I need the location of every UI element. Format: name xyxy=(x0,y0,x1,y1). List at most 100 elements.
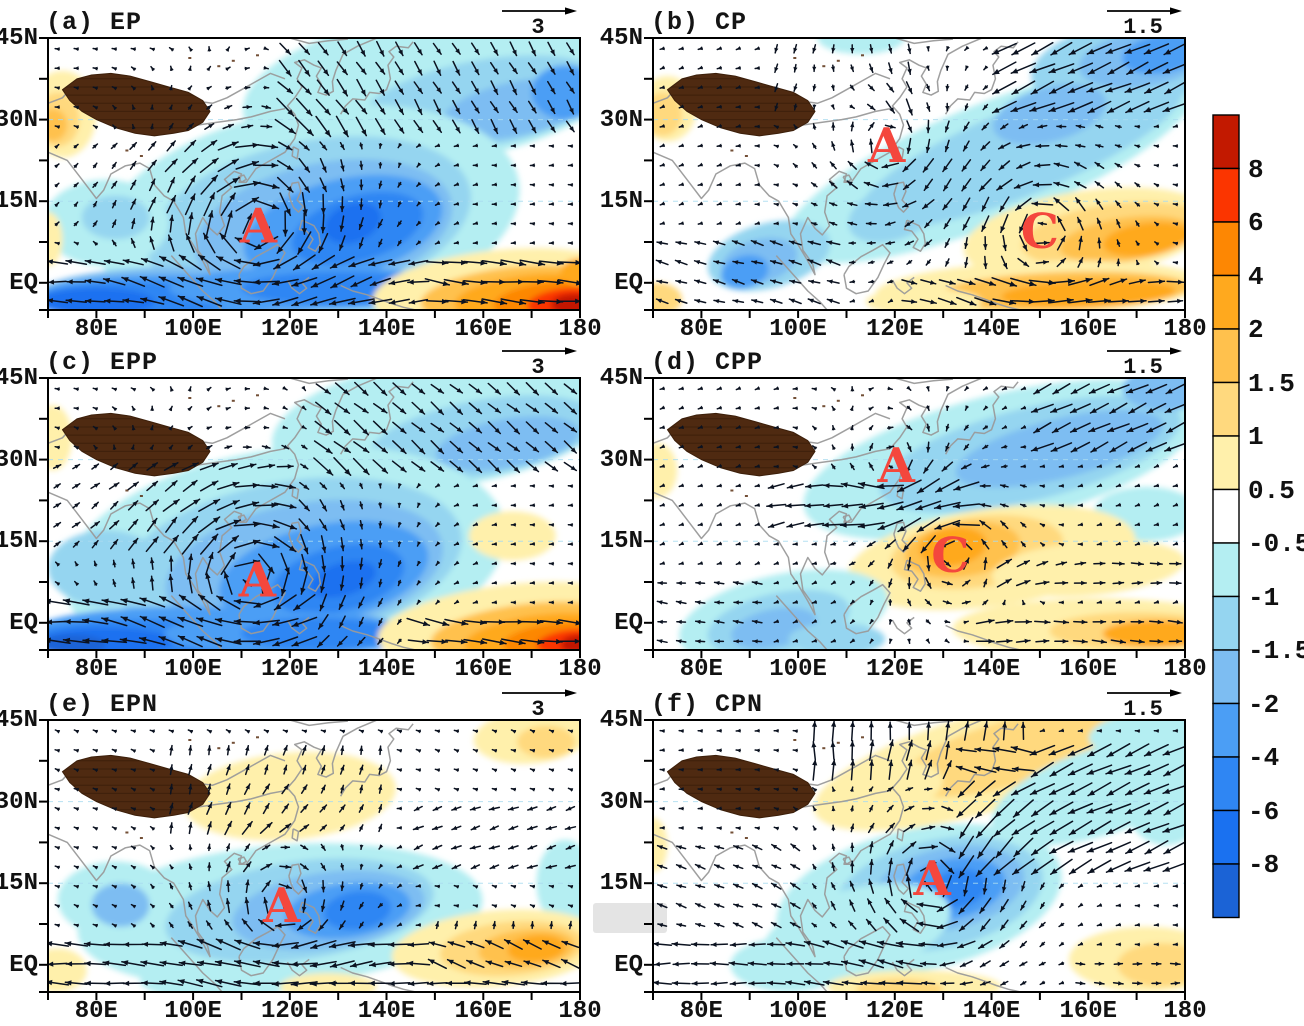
y-tick-label: EQ xyxy=(9,951,38,979)
x-tick-label: 120E xyxy=(261,998,319,1025)
ref-vector-f: 1.5 xyxy=(1101,686,1185,722)
x-tick-label: 120E xyxy=(866,316,924,343)
x-tick-label: 120E xyxy=(261,316,319,343)
ref-vector-value: 3 xyxy=(531,15,545,40)
y-tick-label: 30N xyxy=(599,788,643,816)
colorbar-label: -0.5 xyxy=(1248,529,1304,559)
ref-arrow-icon xyxy=(1107,7,1182,15)
x-tick-label: 180 xyxy=(1163,316,1207,343)
x-tick-label: 80E xyxy=(679,998,723,1025)
x-tick-label: 100E xyxy=(769,998,827,1025)
x-tick-label: 160E xyxy=(454,316,513,343)
x-tick-label: 100E xyxy=(164,656,222,683)
ref-arrow-icon xyxy=(1107,347,1182,355)
ref-vector-value: 3 xyxy=(531,355,545,380)
x-tick-label: 120E xyxy=(866,998,924,1025)
y-tick-label: 15N xyxy=(0,528,38,556)
x-tick-label: 160E xyxy=(1059,656,1118,683)
y-tick-label: EQ xyxy=(614,609,643,637)
y-tick-label: EQ xyxy=(614,951,643,979)
x-tick-label: 100E xyxy=(164,998,222,1025)
y-tick-label: EQ xyxy=(614,269,643,297)
colorbar-label: -8 xyxy=(1248,850,1280,880)
ref-arrow-icon xyxy=(502,689,577,697)
colorbar-label: 8 xyxy=(1248,154,1264,185)
map-panel-c: A xyxy=(39,377,581,658)
annotation-letter: A xyxy=(877,438,916,494)
y-tick-label: 15N xyxy=(0,870,38,898)
x-tick-label: 120E xyxy=(866,656,924,683)
colorbar-label: -4 xyxy=(1248,743,1280,773)
x-tick-label: 100E xyxy=(769,656,827,683)
colorbar-label: -6 xyxy=(1248,796,1280,827)
y-tick-label: 15N xyxy=(599,188,643,216)
y-tick-label: 30N xyxy=(0,106,38,134)
ref-arrow-icon xyxy=(502,7,577,15)
map-panel-a: A xyxy=(39,37,581,318)
x-tick-label: 140E xyxy=(962,316,1021,343)
annotation-letter: C xyxy=(931,528,969,584)
annotation-letter: C xyxy=(1021,204,1059,260)
colorbar xyxy=(1212,114,1240,919)
x-tick-label: 80E xyxy=(74,656,118,683)
y-tick-label: 45N xyxy=(0,365,38,392)
ref-arrow-icon xyxy=(1107,689,1182,697)
x-tick-label: 140E xyxy=(962,656,1021,683)
y-tick-label: EQ xyxy=(9,269,38,297)
y-tick-label: 45N xyxy=(599,25,643,52)
y-tick-label: 30N xyxy=(599,446,643,474)
colorbar-label: -1 xyxy=(1248,582,1280,613)
map-panel-d: AC xyxy=(644,377,1186,658)
x-tick-label: 140E xyxy=(962,998,1021,1025)
colorbar-label: -2 xyxy=(1248,689,1280,720)
y-tick-label: 45N xyxy=(599,707,643,734)
x-tick-label: 120E xyxy=(261,656,319,683)
annotation-letter: A xyxy=(239,199,278,255)
ref-vector-value: 3 xyxy=(531,697,545,722)
x-tick-label: 100E xyxy=(769,316,827,343)
x-tick-label: 180 xyxy=(1163,656,1207,683)
x-tick-label: 180 xyxy=(1163,998,1207,1025)
x-tick-label: 180 xyxy=(558,998,602,1025)
x-tick-label: 140E xyxy=(357,316,416,343)
y-tick-label: 45N xyxy=(0,25,38,52)
y-tick-label: EQ xyxy=(9,609,38,637)
colorbar-label: 0.5 xyxy=(1248,475,1295,506)
x-tick-label: 100E xyxy=(164,316,222,343)
ref-vector-value: 1.5 xyxy=(1123,15,1163,40)
panel-title-b: (b) CP xyxy=(651,8,748,37)
annotation-letter: A xyxy=(238,552,277,608)
y-tick-label: 45N xyxy=(0,707,38,734)
ref-vector-d: 1.5 xyxy=(1101,344,1185,380)
ref-vector-a: 3 xyxy=(496,4,580,40)
x-tick-label: 160E xyxy=(1059,316,1118,343)
y-tick-label: 15N xyxy=(599,870,643,898)
x-tick-label: 140E xyxy=(357,656,416,683)
colorbar-label: 6 xyxy=(1248,208,1264,238)
watermark xyxy=(593,903,667,933)
x-tick-label: 160E xyxy=(1059,998,1118,1025)
colorbar-label: 1 xyxy=(1248,422,1264,452)
ref-vector-c: 3 xyxy=(496,344,580,380)
y-tick-label: 15N xyxy=(599,528,643,556)
x-tick-label: 180 xyxy=(558,316,602,343)
panel-title-d: (d) CPP xyxy=(651,348,764,377)
x-tick-label: 160E xyxy=(454,656,513,683)
colorbar-label: -1.5 xyxy=(1248,636,1304,666)
wind-vectors xyxy=(48,40,580,308)
y-tick-label: 30N xyxy=(0,446,38,474)
y-tick-label: 15N xyxy=(0,188,38,216)
ref-vector-b: 1.5 xyxy=(1101,4,1185,40)
ref-vector-value: 1.5 xyxy=(1123,355,1163,380)
colorbar-label: 2 xyxy=(1248,315,1264,345)
x-tick-label: 180 xyxy=(558,656,602,683)
ref-vector-value: 1.5 xyxy=(1123,697,1163,722)
annotation-letter: A xyxy=(867,118,906,174)
annotation-letter: A xyxy=(912,851,951,907)
x-tick-label: 80E xyxy=(679,316,723,343)
y-tick-label: 30N xyxy=(0,788,38,816)
ref-vector-e: 3 xyxy=(496,686,580,722)
panel-title-f: (f) CPN xyxy=(651,690,764,719)
map-panel-b: AC xyxy=(644,37,1186,318)
